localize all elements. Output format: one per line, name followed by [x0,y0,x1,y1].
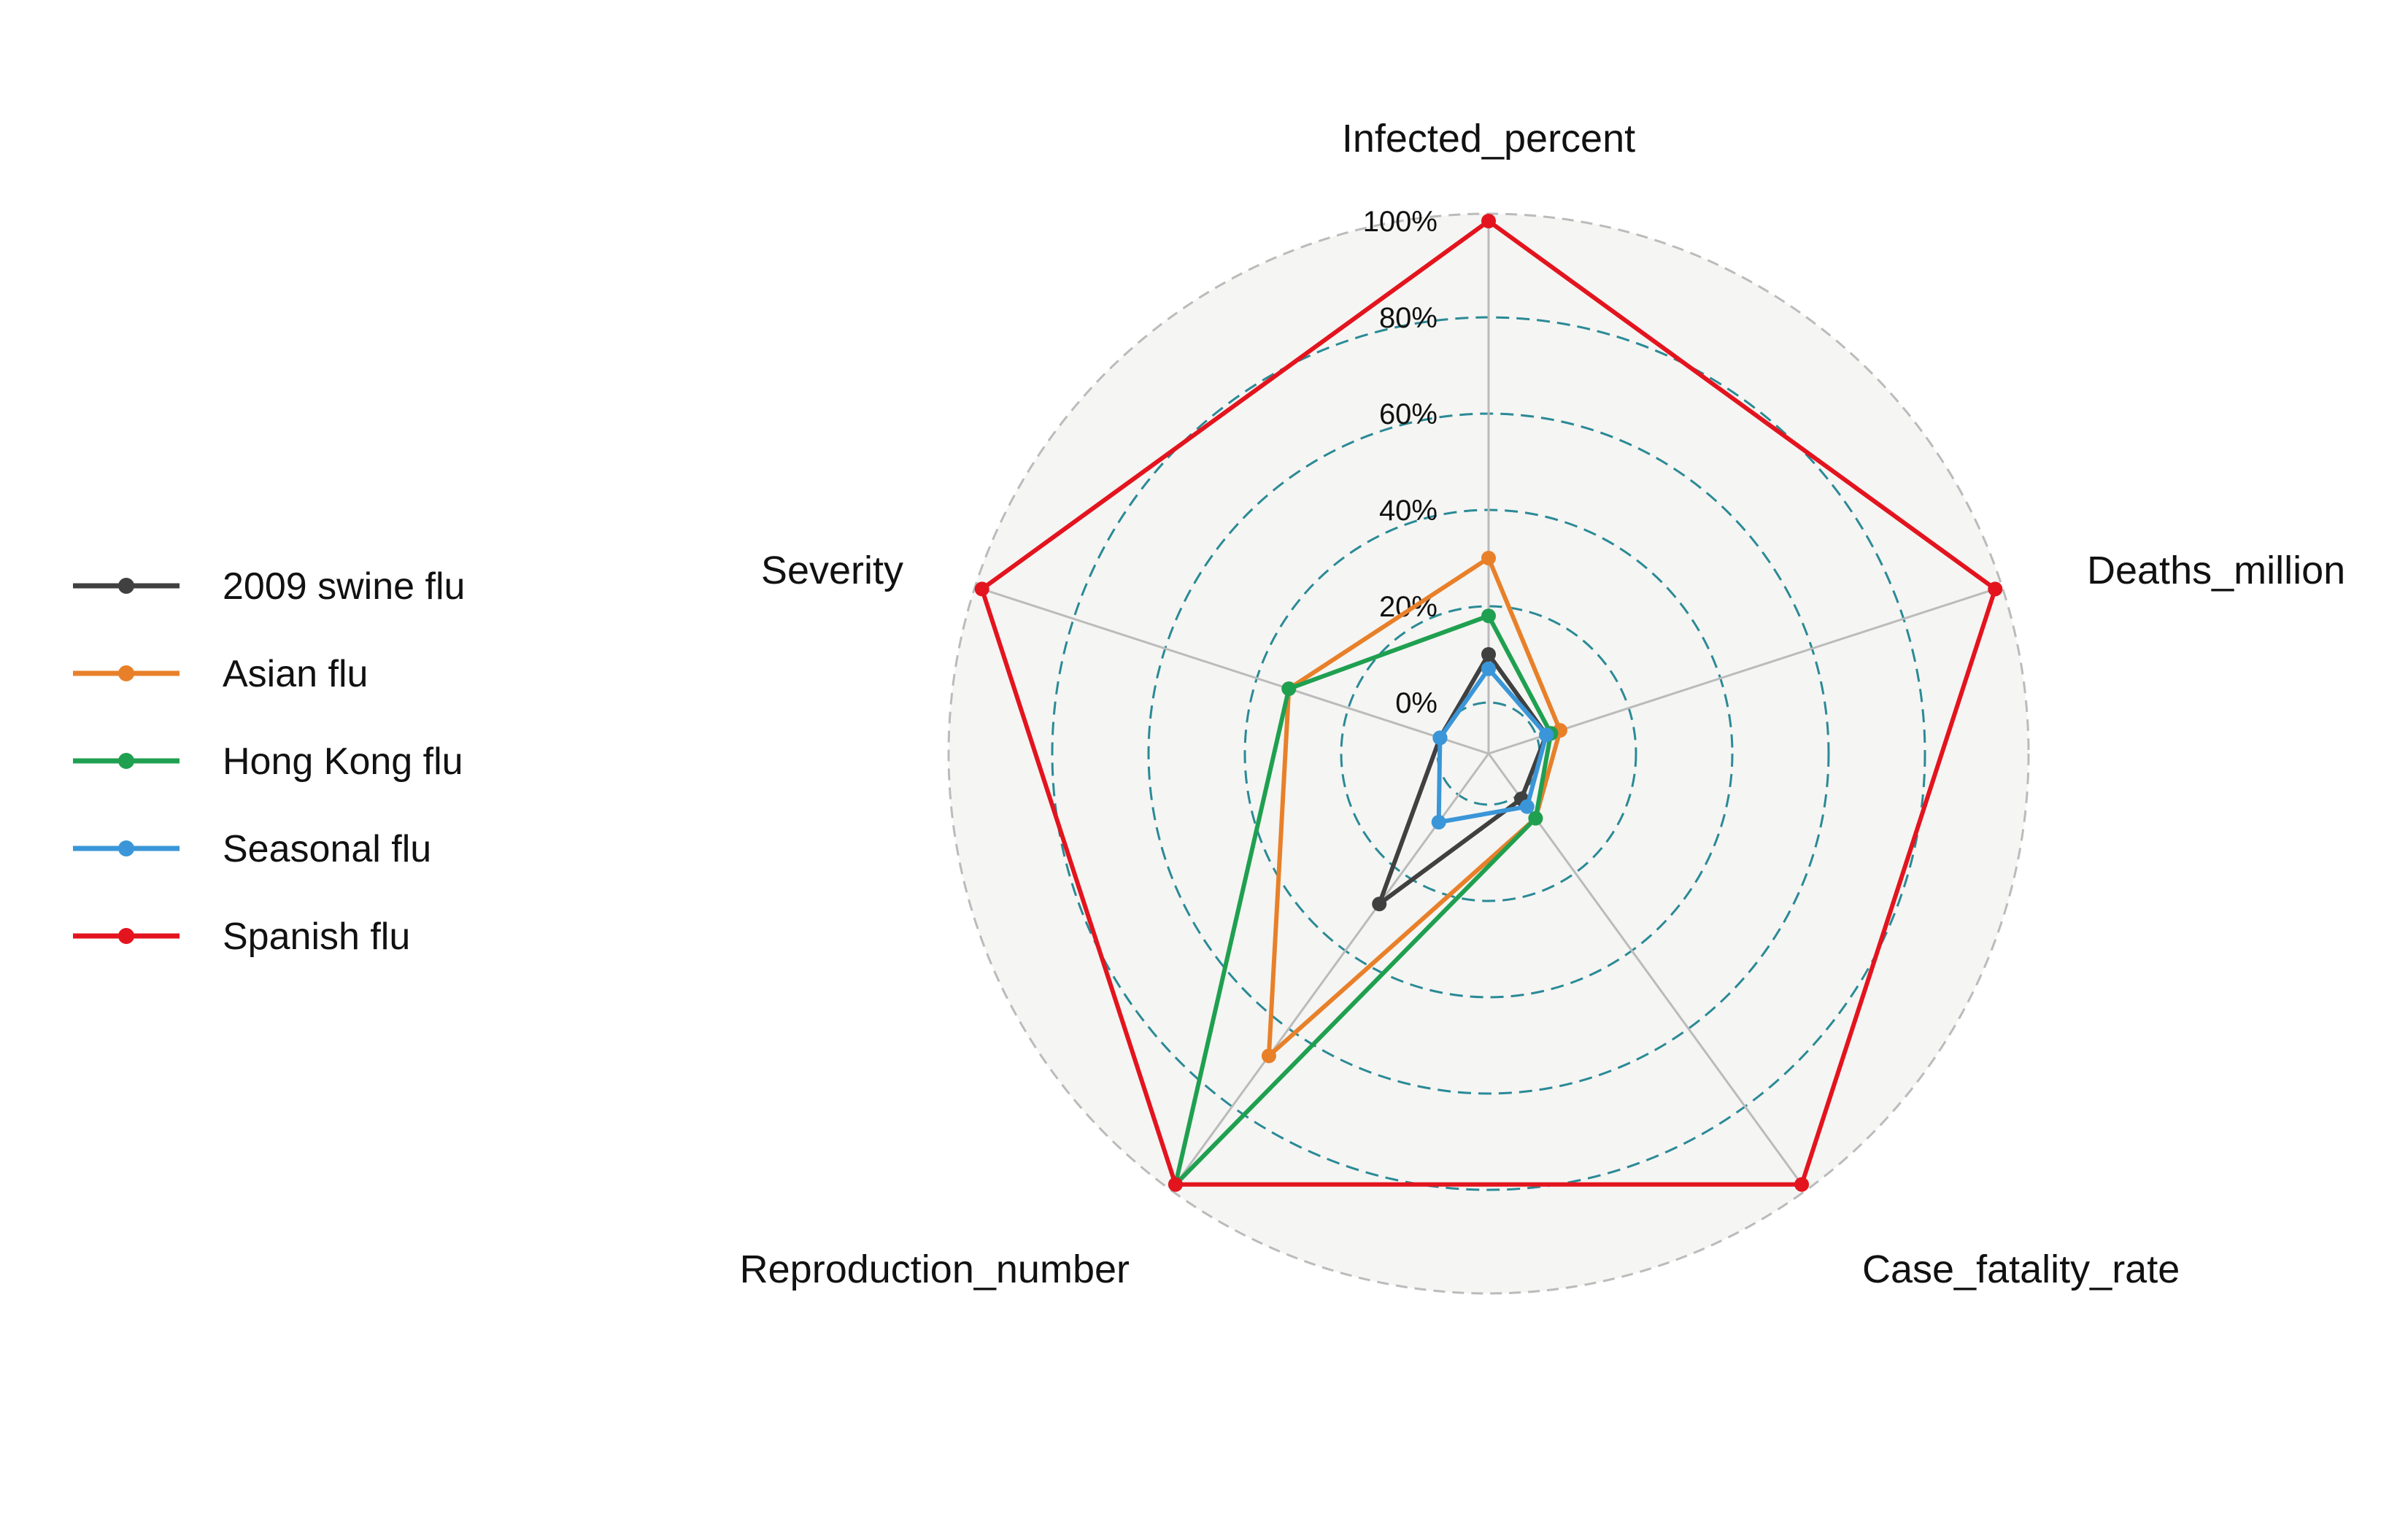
series-line [1266,554,1563,1061]
axis-spokes [974,214,2003,1191]
legend-item: Asian flu [73,653,368,695]
legend-marker [118,578,134,594]
data-point [1794,1177,1810,1192]
axis-label-case-fatality-rate: Case_fatality_rate [1862,1247,2180,1291]
data-point [1261,1048,1276,1064]
data-point [1431,815,1446,830]
legend: 2009 swine flu Asian flu Hong Kong flu Seas… [73,565,465,958]
axis-label-severity: Severity [761,549,903,592]
legend-marker [118,665,134,681]
data-point [1481,551,1496,565]
legend-label: Spanish flu [223,916,410,958]
axis-label-infected-percent: Infected_percent [1342,117,1635,160]
data-point [1168,1177,1183,1192]
radial-tick-label: 0% [1395,687,1438,719]
series-layer [974,214,2003,1192]
data-point [1519,799,1535,814]
axis-label-reproduction-number: Reproduction_number [740,1247,1130,1291]
data-point [1539,727,1554,743]
legend-marker [118,840,134,856]
data-point [1372,897,1387,912]
data-point [1432,730,1448,746]
legend-label: Seasonal flu [223,828,431,870]
data-point [1988,581,2003,597]
series-spanish-flu [974,214,2003,1192]
legend-item: 2009 swine flu [73,565,465,608]
legend-marker [118,928,134,944]
legend-label: Hong Kong flu [223,740,463,783]
radial-tick-label: 40% [1379,495,1438,527]
legend-marker [118,753,134,769]
radial-tick-label: 60% [1379,398,1438,430]
data-point [1481,214,1496,228]
series-line [979,218,1998,1187]
series-line [1436,665,1549,825]
data-point [1481,608,1496,624]
grid-ring-1 [1340,605,1637,902]
data-point [1481,647,1496,662]
data-point [1528,811,1543,826]
legend-label: 2009 swine flu [223,565,465,608]
axis-labels: Infected_percent Deaths_million Case_fatal… [740,117,2346,1291]
radial-tick-label: 100% [1363,206,1438,238]
data-point [1281,681,1297,697]
axis-spoke-2 [1487,753,1807,1191]
data-point [974,581,989,597]
data-point [1481,661,1496,676]
series-line [1171,613,1554,1192]
series-seasonal-flu [1431,661,1554,830]
legend-label: Asian flu [223,653,368,695]
legend-item: Hong Kong flu [73,740,463,783]
legend-item: Seasonal flu [73,828,431,870]
axis-spoke-1 [1488,585,2003,755]
axis-spoke-4 [974,585,1489,755]
legend-item: Spanish flu [73,916,410,958]
radial-tick-label: 80% [1379,302,1438,334]
axis-label-deaths-million: Deaths_million [2087,549,2345,592]
